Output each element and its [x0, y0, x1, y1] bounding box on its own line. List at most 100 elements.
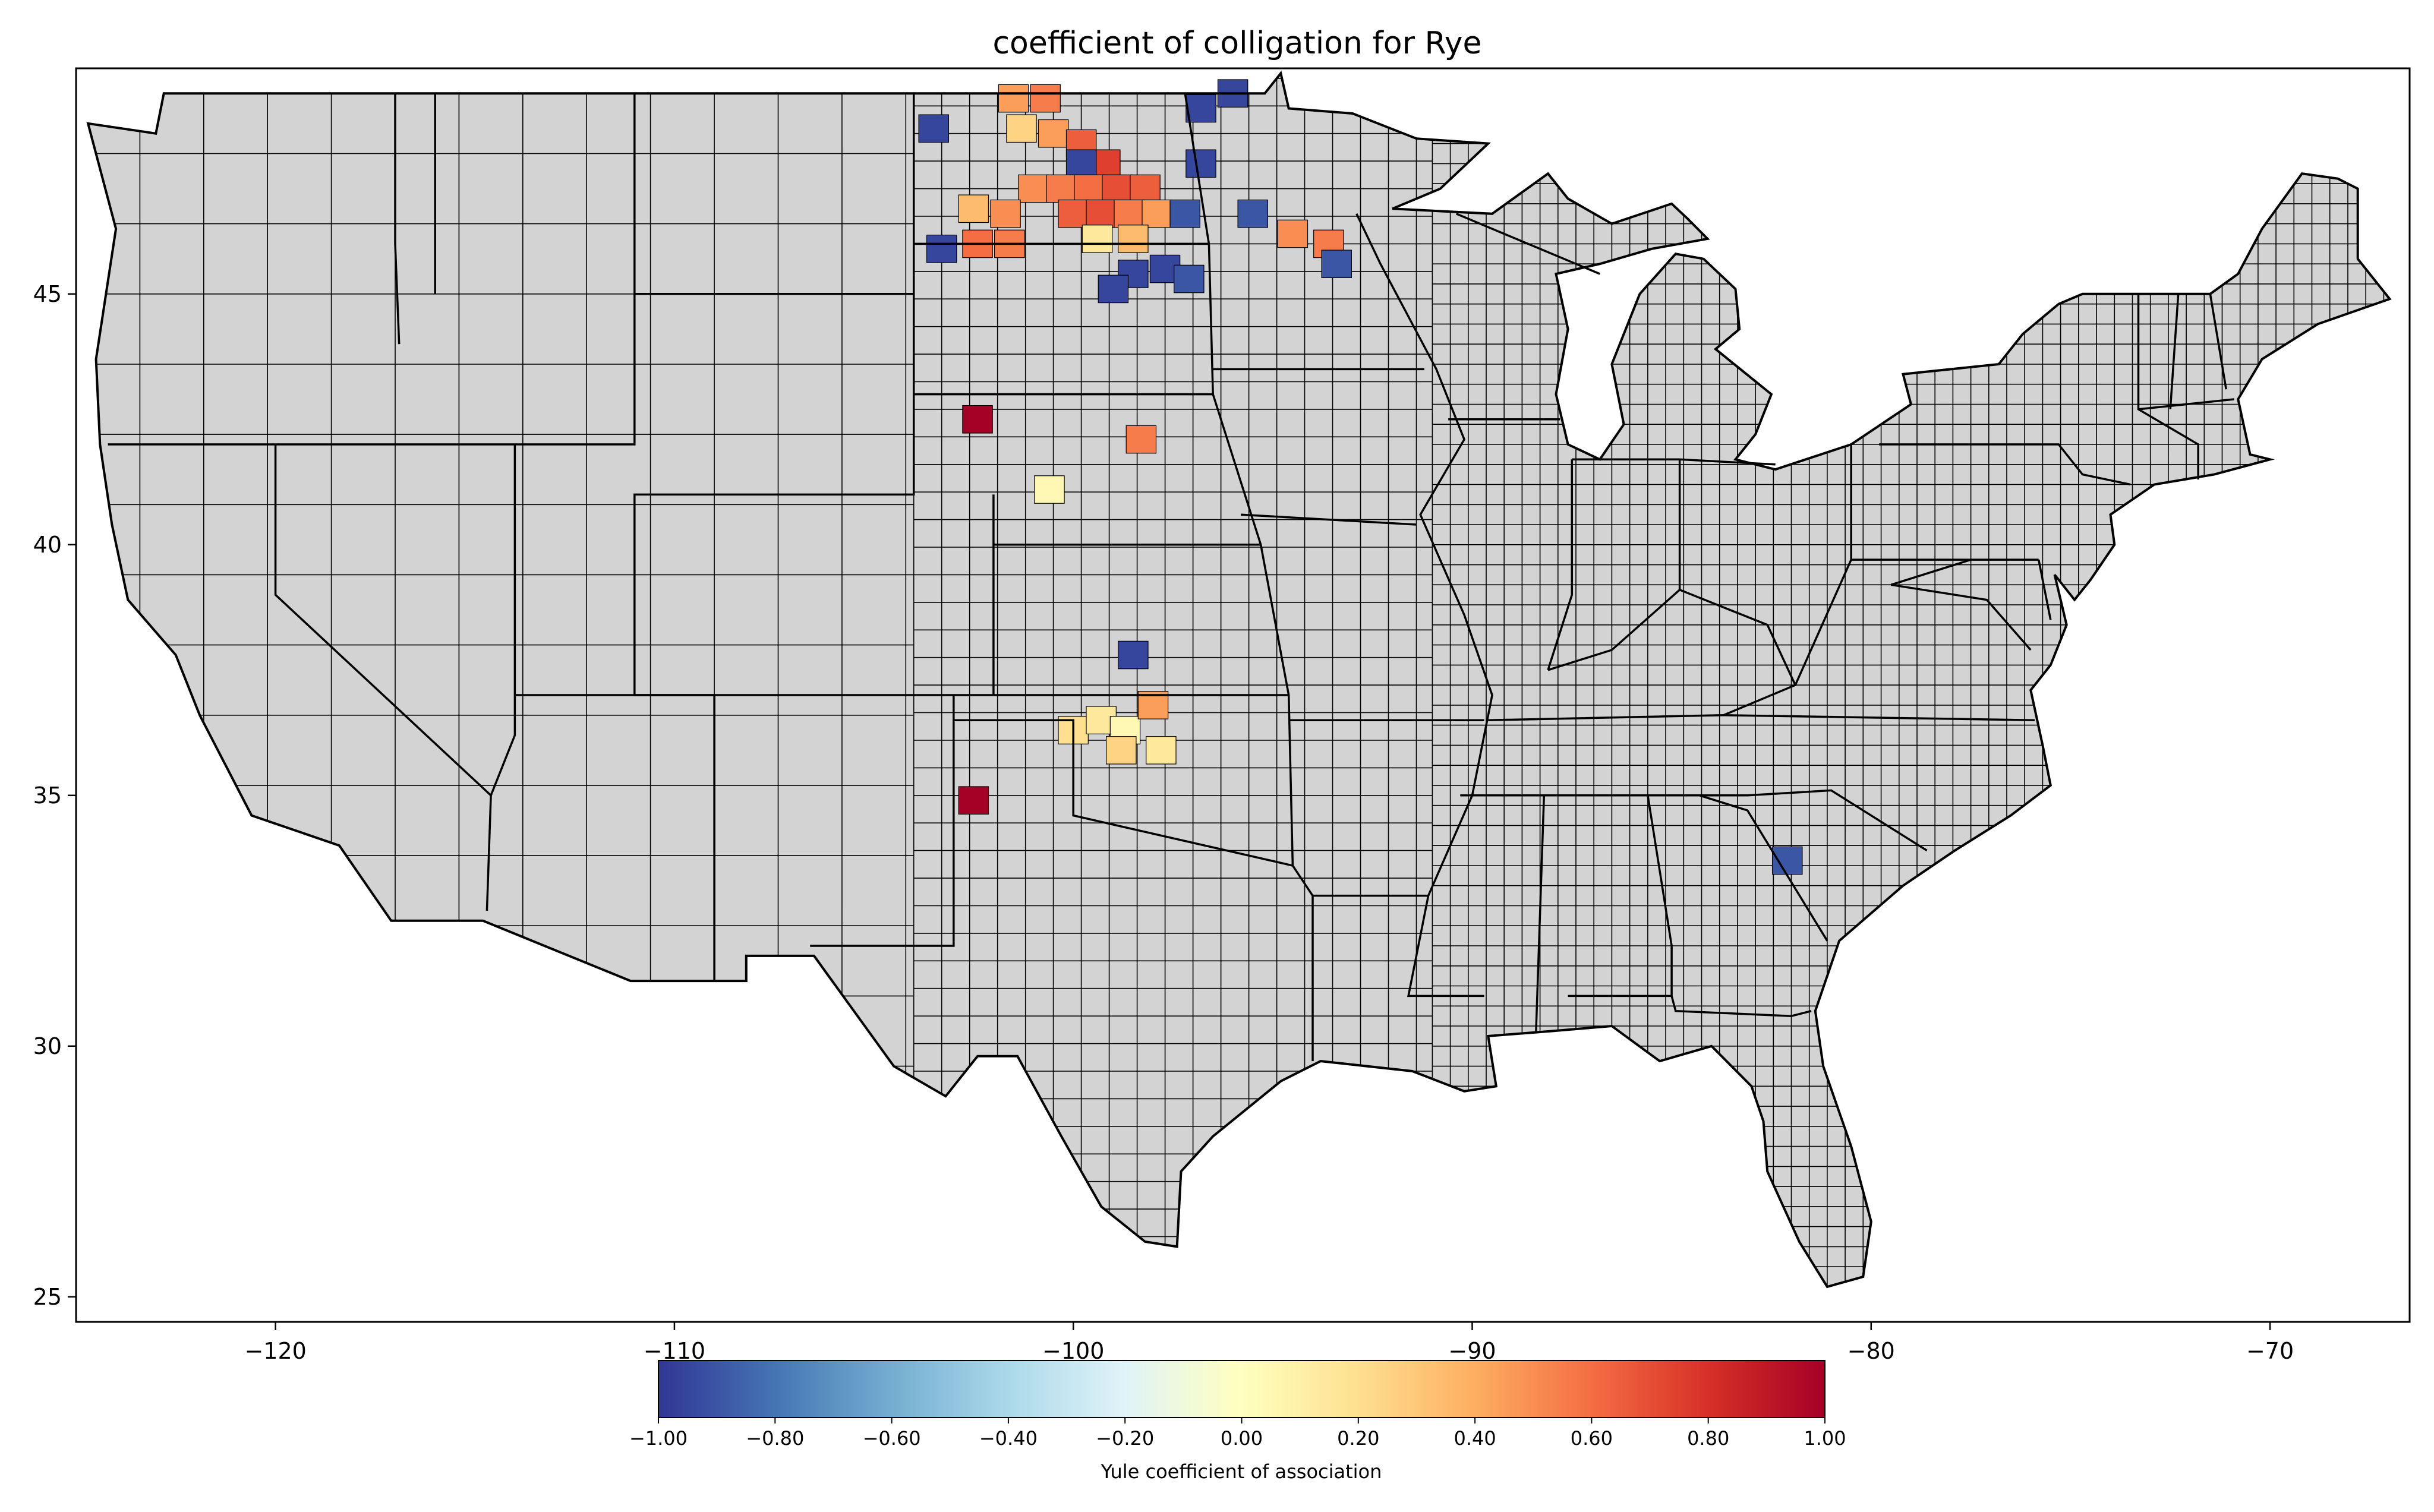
county-cell — [1772, 846, 1803, 875]
colorbar-ticks: −1.00 −0.80 −0.60 −0.40 −0.20 0.00 0.20 0.40 0.6… — [629, 1418, 1846, 1450]
x-tick-label: −90 — [1448, 1338, 1496, 1364]
x-axis: −120 −110 −100 −90 −80 −70 — [244, 1322, 2294, 1364]
county-cell — [926, 235, 957, 263]
colorbar: −1.00 −0.80 −0.60 −0.40 −0.20 0.00 0.20 0.40 0.6… — [629, 1360, 1846, 1483]
state-border — [274, 444, 492, 797]
county-cell — [1034, 475, 1065, 504]
county-cell — [1125, 425, 1157, 454]
colorbar-tick-label: −0.40 — [979, 1427, 1038, 1450]
county-cell — [1114, 199, 1145, 228]
colorbar-tick-label: −0.80 — [746, 1427, 804, 1450]
county-cell — [1142, 199, 1172, 228]
county-cell — [1277, 219, 1309, 248]
chart-title: coefficient of colligation for Rye — [992, 26, 1481, 61]
colorbar-tick-label: −1.00 — [629, 1427, 688, 1450]
county-cell — [1174, 264, 1205, 293]
colorbar-tick-label: 1.00 — [1804, 1427, 1846, 1450]
y-tick-label: 35 — [33, 782, 62, 809]
county-cell — [958, 786, 989, 815]
state-border — [1723, 714, 2035, 721]
county-cell — [1030, 84, 1061, 113]
county-cell — [1169, 199, 1200, 228]
county-cell — [990, 199, 1021, 228]
county-cell — [1074, 174, 1105, 203]
state-border — [953, 719, 1293, 867]
state-border — [1544, 794, 1673, 998]
colorbar-tick-label: 0.80 — [1687, 1427, 1729, 1450]
county-cell — [1046, 174, 1077, 203]
county-cell — [962, 405, 993, 434]
state-border — [1699, 794, 1828, 942]
state-border — [108, 293, 636, 446]
county-cell — [1186, 94, 1216, 123]
county-cell — [1186, 149, 1216, 178]
map-plot-area — [75, 67, 2411, 1323]
county-cell — [1065, 149, 1097, 178]
county-cell — [1105, 736, 1137, 765]
colorbar-tick-label: 0.40 — [1454, 1427, 1496, 1450]
y-tick-label: 30 — [33, 1033, 62, 1059]
state-border — [633, 93, 914, 295]
state-border — [2169, 293, 2180, 410]
colorbar-gradient — [658, 1360, 1826, 1418]
plot-frame — [75, 67, 2411, 1323]
colorbar-label: Yule coefficient of association — [1101, 1460, 1382, 1483]
y-tick-label: 25 — [33, 1284, 62, 1310]
state-border — [515, 694, 955, 947]
state-border — [2138, 398, 2234, 411]
state-border — [1455, 213, 1600, 275]
county-cell — [1086, 199, 1117, 228]
county-cell — [1038, 119, 1069, 148]
state-border — [1241, 513, 1417, 526]
county-cell — [1130, 174, 1161, 203]
county-cell — [1321, 250, 1352, 279]
county-cell — [1146, 736, 1177, 765]
state-border — [1355, 213, 1493, 998]
state-border — [1794, 559, 1852, 686]
coastline — [86, 70, 2392, 1289]
colorbar-tick-label: 0.20 — [1337, 1427, 1379, 1450]
county-cell — [1237, 199, 1269, 228]
county-cell — [1102, 174, 1133, 203]
county-cell — [1006, 114, 1037, 143]
county-cell — [1118, 225, 1149, 253]
county-cell — [1082, 225, 1113, 253]
state-border — [633, 93, 915, 981]
state-border — [1647, 789, 1928, 852]
y-axis: 25 30 35 40 45 — [33, 281, 76, 1310]
state-border — [2137, 293, 2199, 480]
county-cell — [1018, 174, 1049, 203]
x-tick-label: −70 — [2246, 1338, 2294, 1364]
county-cell — [1058, 199, 1089, 228]
state-borders — [86, 70, 2392, 1289]
land-mass — [88, 73, 2390, 1287]
colorbar-tick-label: −0.20 — [1096, 1427, 1154, 1450]
state-border — [485, 444, 516, 911]
x-tick-label: −110 — [644, 1338, 705, 1364]
county-cell — [998, 84, 1029, 113]
colorbar-tick-label: 0.00 — [1221, 1427, 1263, 1450]
state-border — [1879, 443, 2131, 486]
x-tick-label: −120 — [244, 1338, 306, 1364]
y-tick-label: 40 — [33, 532, 62, 558]
county-cell — [1118, 640, 1149, 670]
state-border — [1890, 558, 2032, 651]
state-border — [394, 93, 401, 345]
colorbar-tick-label: 0.60 — [1571, 1427, 1613, 1450]
state-border — [1572, 458, 1776, 466]
colorbar-tick-label: −0.60 — [863, 1427, 921, 1450]
county-cell — [1098, 274, 1129, 304]
state-border — [2209, 293, 2227, 390]
x-tick-label: −80 — [1847, 1338, 1895, 1364]
x-tick-label: −100 — [1042, 1338, 1104, 1364]
state-border — [1184, 93, 1314, 1062]
state-border — [1547, 459, 1574, 671]
county-cell — [958, 194, 989, 223]
county-cell — [918, 114, 949, 143]
highlighted-counties — [918, 79, 1803, 875]
land-group — [88, 73, 2390, 1287]
state-border — [2037, 559, 2052, 620]
y-tick-label: 45 — [33, 281, 62, 307]
